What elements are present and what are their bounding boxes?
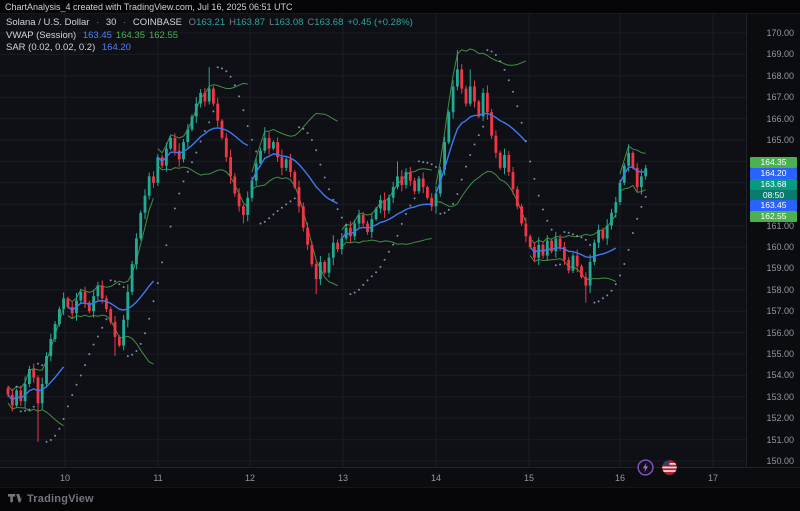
sar-legend-row[interactable]: SAR (0.02, 0.02, 0.2) 164.20	[6, 42, 413, 54]
price-tick-label: 167.00	[766, 92, 794, 103]
price-tick-label: 157.00	[766, 306, 794, 317]
interval-label: 30	[105, 17, 117, 28]
price-tick-label: 160.00	[766, 242, 794, 252]
price-tick-label: 161.00	[766, 220, 794, 231]
symbol-legend-row[interactable]: Solana / U.S. Dollar · 30 · COINBASE O16…	[6, 17, 413, 29]
sar-indicator-name: SAR (0.02, 0.02, 0.2)	[6, 42, 96, 53]
chart-pane[interactable]: Solana / U.S. Dollar · 30 · COINBASE O16…	[0, 14, 746, 467]
ohlc-letter: C	[307, 17, 315, 28]
price-tick-label: 168.00	[766, 70, 794, 81]
ohlc-letter: H	[229, 17, 236, 28]
tradingview-logo-icon	[8, 493, 23, 502]
price-tick-label: 155.00	[766, 349, 794, 359]
ohlc-value: 163.87	[236, 17, 266, 28]
time-tick-label: 17	[707, 473, 719, 483]
time-tick-label: 16	[614, 473, 626, 483]
us-flag-event-icon[interactable]	[661, 459, 678, 476]
lower-band-price-label: 162.55	[750, 211, 797, 222]
price-tick-label: 153.00	[766, 391, 794, 402]
ohlc-value: 163.08	[274, 17, 304, 28]
lightning-event-icon[interactable]	[637, 459, 654, 476]
time-tick-label: 13	[337, 473, 349, 483]
price-tick-label: 170.00	[766, 28, 794, 38]
price-tick-label: 151.00	[766, 434, 794, 445]
sar-value: 164.20	[101, 42, 131, 53]
attribution-bar: ChartAnalysis_4 created with TradingView…	[0, 0, 800, 14]
change-value: +0.45 (+0.28%)	[347, 17, 413, 28]
ohlc-value: 163.21	[196, 17, 226, 28]
price-axis[interactable]: 170.00 169.00 168.00 167.00 166.00 165.00 164.…	[746, 14, 800, 467]
exchange-label: COINBASE	[132, 17, 183, 28]
ohlc-letter: O	[188, 17, 197, 28]
legend-separator: ·	[123, 17, 127, 28]
vwap-price-label: 163.45	[750, 200, 797, 211]
vwap-legend-row[interactable]: VWAP (Session) 163.45 164.35 162.55	[6, 30, 413, 42]
countdown-label: 08:50	[750, 190, 797, 200]
sar-price-label: 164.20	[750, 168, 797, 179]
price-tick-label: 159.00	[766, 263, 794, 274]
vwap-indicator-name: VWAP (Session)	[6, 29, 77, 41]
footer-bar: TradingView	[0, 487, 800, 511]
ohlc-value: 163.68	[314, 17, 344, 28]
time-tick-label: 14	[430, 473, 442, 483]
time-tick-label: 10	[59, 473, 71, 483]
vwap-band-value: 164.35	[115, 29, 145, 41]
price-tick-label: 150.00	[766, 456, 794, 466]
price-tick-label: 156.00	[766, 327, 794, 338]
time-tick-label: 11	[153, 473, 163, 483]
legend: Solana / U.S. Dollar · 30 · COINBASE O16…	[6, 17, 413, 55]
time-axis[interactable]: 10 11 12 13 14 15 16 17	[0, 467, 800, 487]
price-tick-label: 166.00	[766, 113, 794, 124]
time-tick-label: 15	[523, 473, 535, 483]
vwap-values: 163.45 164.35 162.55	[83, 30, 182, 41]
tradingview-logo-text: TradingView	[27, 493, 94, 505]
price-chart[interactable]	[0, 14, 746, 467]
attribution-text: ChartAnalysis_4 created with TradingView…	[5, 2, 293, 12]
time-tick-label: 12	[244, 473, 256, 483]
ohlc-values: O163.21 H163.87 L163.08 C163.68 +0.45 (+0.28…	[189, 17, 413, 28]
vwap-band-value: 162.55	[148, 29, 179, 41]
tradingview-logo[interactable]: TradingView	[8, 493, 94, 505]
upper-band-price-label: 164.35	[750, 157, 797, 168]
symbol-name: Solana / U.S. Dollar	[6, 17, 90, 28]
last-price-label: 163.68	[750, 179, 797, 190]
ohlc-letter: L	[269, 17, 275, 28]
price-tick-label: 158.00	[766, 284, 794, 295]
price-tick-label: 152.00	[766, 413, 794, 424]
legend-separator: ·	[96, 17, 100, 28]
price-tick-label: 154.00	[766, 370, 794, 381]
price-tick-label: 165.00	[766, 135, 794, 145]
price-tick-label: 169.00	[766, 49, 794, 60]
vwap-band-value: 163.45	[82, 29, 112, 41]
